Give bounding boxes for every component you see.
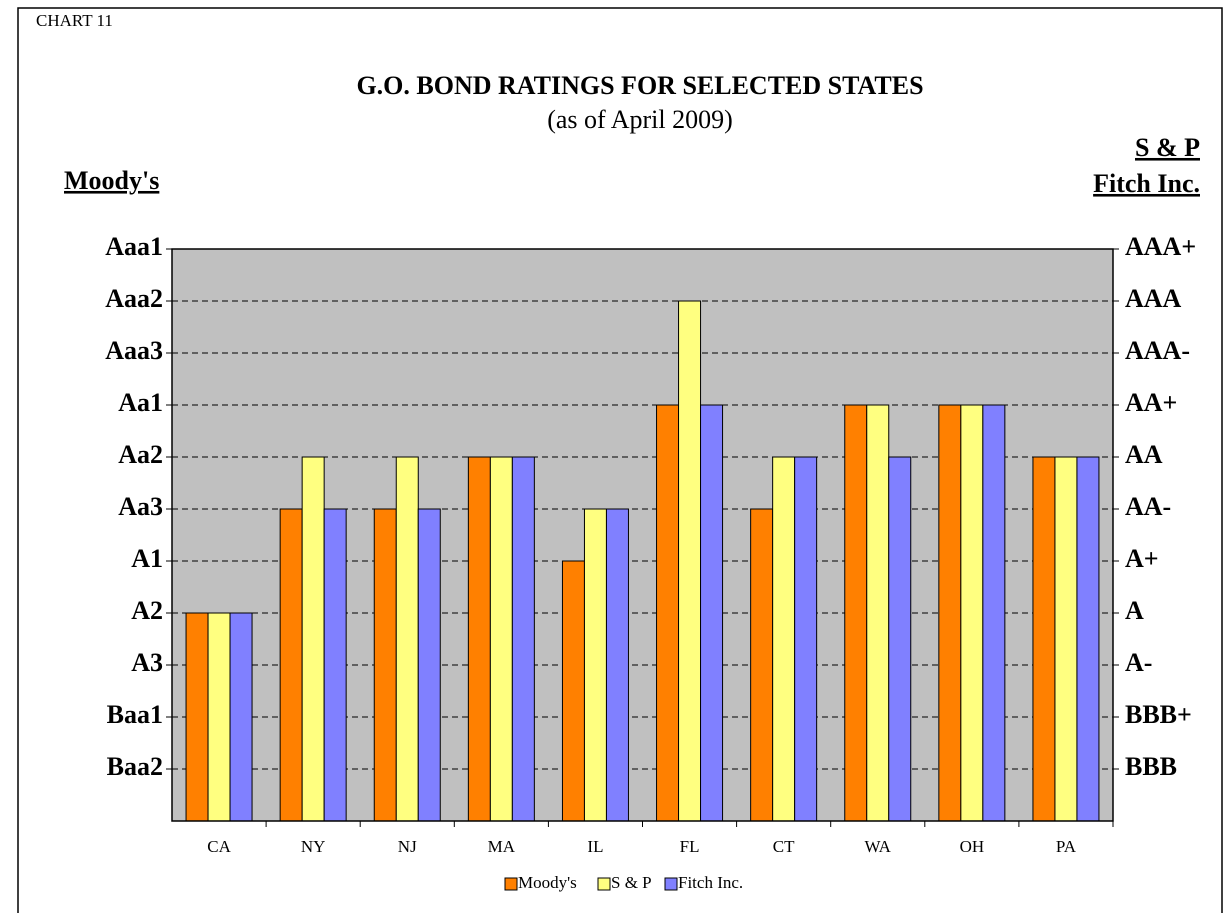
x-tick-label: NJ [398,837,417,856]
bar [489,456,513,822]
bar [583,508,607,822]
bar [866,404,890,822]
y-tick-label: Aaa1 [105,232,163,261]
y2-tick-label: AAA- [1125,336,1190,365]
bar [844,404,868,822]
bar [511,456,535,822]
bar [605,508,629,822]
bar [938,404,962,822]
legend-swatch [597,877,611,891]
y-tick-label: A2 [131,596,163,625]
bar [373,508,397,822]
y-tick-label: A3 [131,648,163,677]
y2-tick-label: AAA+ [1125,232,1196,261]
y2-tick-label: AA- [1125,492,1171,521]
y2-tick-label: A- [1125,648,1152,677]
x-tick-label: MA [488,837,516,856]
plot-border [171,248,1114,822]
x-tick-label: PA [1056,837,1077,856]
bar [279,508,303,822]
legend-swatch [664,877,678,891]
bar [1032,456,1056,822]
y2-tick-label: BBB [1125,752,1177,781]
y-axis-title: Moody's [64,166,159,195]
y2-tick-label: AA+ [1125,388,1177,417]
y-tick-label: Baa2 [107,752,163,781]
x-tick-label: CT [773,837,795,856]
chart-label: CHART 11 [36,11,113,30]
bar [207,612,231,822]
frame [17,7,1223,913]
bar [395,456,419,822]
bar [982,404,1006,822]
y-tick-label: A1 [131,544,163,573]
y2-tick-label: A+ [1125,544,1159,573]
y2-axis-title: Fitch Inc. [1093,169,1200,198]
x-tick-label: WA [865,837,892,856]
bar [417,508,441,822]
y-tick-label: Aaa2 [105,284,163,313]
y2-axis-title: S & P [1135,133,1200,162]
bar [656,404,680,822]
x-tick-label: FL [680,837,700,856]
legend-label: S & P [611,873,652,892]
bar [467,456,491,822]
bar [1076,456,1100,822]
y-tick-label: Aaa3 [105,336,163,365]
y-tick-label: Aa3 [118,492,163,521]
bar [888,456,912,822]
bar [561,560,585,822]
chart-title: G.O. BOND RATINGS FOR SELECTED STATES [356,71,923,100]
y-tick-label: Aa2 [118,440,163,469]
legend-swatch [504,877,518,891]
x-tick-label: NY [301,837,326,856]
bar [960,404,984,822]
bar [678,300,702,822]
bar [323,508,347,822]
y-tick-label: Baa1 [107,700,163,729]
y2-tick-label: A [1125,596,1144,625]
x-tick-label: IL [587,837,603,856]
y2-tick-label: BBB+ [1125,700,1192,729]
y-tick-label: Aa1 [118,388,163,417]
bar [750,508,774,822]
bar [185,612,209,822]
x-tick-label: OH [960,837,985,856]
bar [301,456,325,822]
bar [1054,456,1078,822]
bar [794,456,818,822]
chart-subtitle: (as of April 2009) [547,105,733,134]
y2-tick-label: AA [1125,440,1163,469]
bar [700,404,724,822]
x-tick-label: CA [207,837,231,856]
legend-label: Moody's [518,873,577,892]
y2-tick-label: AAA [1125,284,1182,313]
bar [772,456,796,822]
legend-label: Fitch Inc. [678,873,743,892]
bar [229,612,253,822]
